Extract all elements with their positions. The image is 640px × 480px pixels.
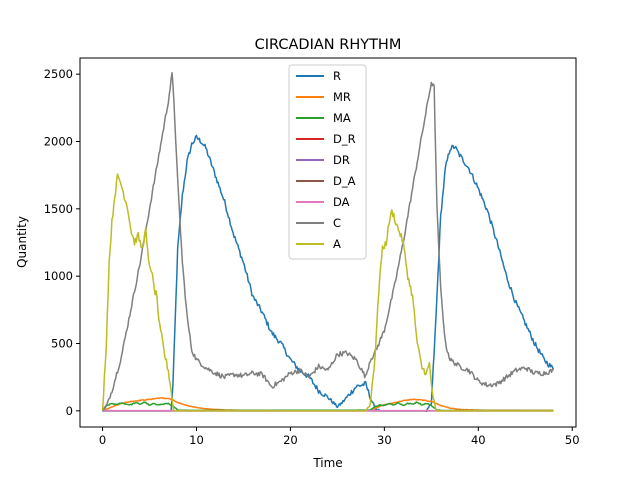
- y-tick-label: 0: [66, 404, 73, 418]
- legend-label: DR: [333, 153, 350, 167]
- legend-label: MA: [333, 111, 351, 125]
- series-line-a: [101, 173, 554, 412]
- x-tick-label: 30: [377, 433, 392, 447]
- legend-label: C: [333, 216, 341, 230]
- legend-label: A: [333, 237, 341, 251]
- legend-label: DA: [333, 195, 350, 209]
- y-tick-label: 1500: [44, 202, 73, 216]
- legend-label: D_R: [333, 132, 356, 146]
- x-tick-label: 0: [99, 433, 106, 447]
- y-axis-label: Quantity: [15, 216, 29, 268]
- legend-box: [288, 64, 367, 260]
- x-tick-label: 10: [189, 433, 204, 447]
- x-tick-label: 20: [283, 433, 298, 447]
- y-tick-label: 2000: [44, 134, 73, 148]
- y-tick-label: 2500: [44, 67, 73, 81]
- x-axis-label: Time: [312, 456, 342, 470]
- plot-area: [101, 72, 555, 413]
- legend-label: R: [333, 69, 341, 83]
- series-line-c: [101, 72, 555, 412]
- y-tick-label: 500: [51, 337, 73, 351]
- axes-frame: [79, 57, 577, 428]
- x-tick-label: 40: [471, 433, 486, 447]
- legend-label: MR: [333, 90, 351, 104]
- chart-title: CIRCADIAN RHYTHM: [255, 37, 402, 53]
- legend-label: D_A: [333, 174, 356, 188]
- series-line-r: [102, 134, 555, 413]
- legend: R MR MA D_R DR D_A DA CA: [288, 64, 367, 260]
- y-tick-label: 1000: [44, 269, 73, 283]
- x-tick-label: 50: [565, 433, 580, 447]
